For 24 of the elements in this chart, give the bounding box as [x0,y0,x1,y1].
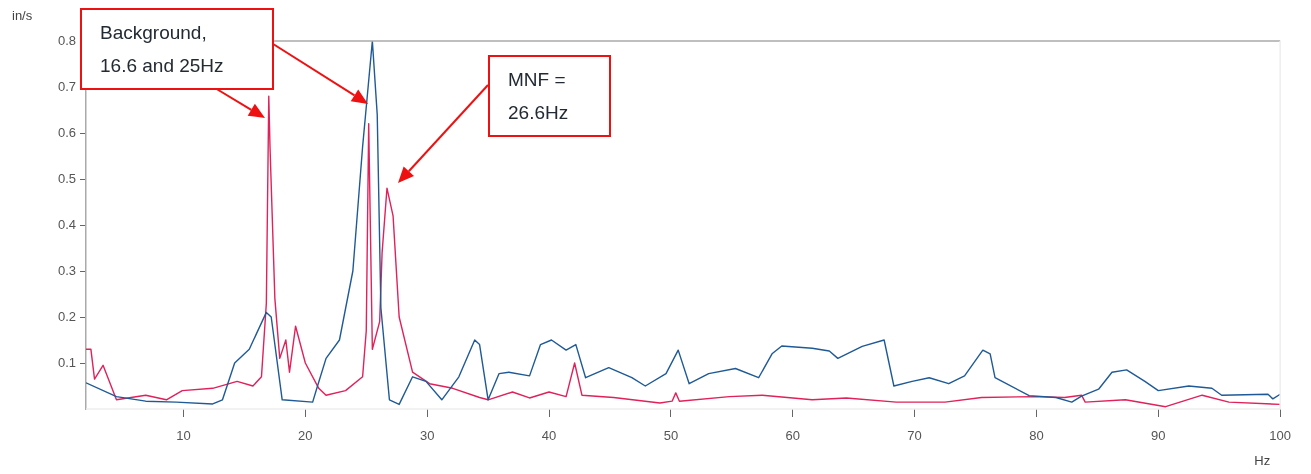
x-axis-title: Hz [1254,453,1271,469]
y-tick-label: 0.8 [57,32,76,48]
y-tick-label: 0.4 [57,216,76,232]
y-tick-label: 0.5 [57,170,76,186]
annotation: MNF = 26.6Hz [508,68,570,125]
y-tick-label: 0.6 [57,124,76,140]
x-tick-label: 70 [907,428,922,444]
x-tick-label: 60 [785,428,800,444]
y-tick-label: 0.3 [57,262,76,278]
y-tick-label: 0.1 [57,354,76,370]
x-tick-label: 90 [1151,428,1166,444]
x-tick-label: 10 [176,428,191,444]
x-tick-label: 100 [1269,428,1292,444]
callout-box: MNF = 26.6Hz [488,55,611,137]
annotation: Background, 16.6 and 25Hz [100,21,225,78]
y-axis-title: in/s [12,8,33,24]
x-tick-label: 80 [1029,428,1044,444]
x-tick-label: 50 [663,428,679,444]
y-tick-label: 0.7 [57,78,76,94]
callout-box: Background, 16.6 and 25Hz [80,8,274,90]
x-tick-label: 20 [298,428,313,444]
x-tick-label: 30 [419,428,435,444]
x-tick-label: 40 [541,428,557,444]
y-tick-label: 0.2 [57,308,76,324]
